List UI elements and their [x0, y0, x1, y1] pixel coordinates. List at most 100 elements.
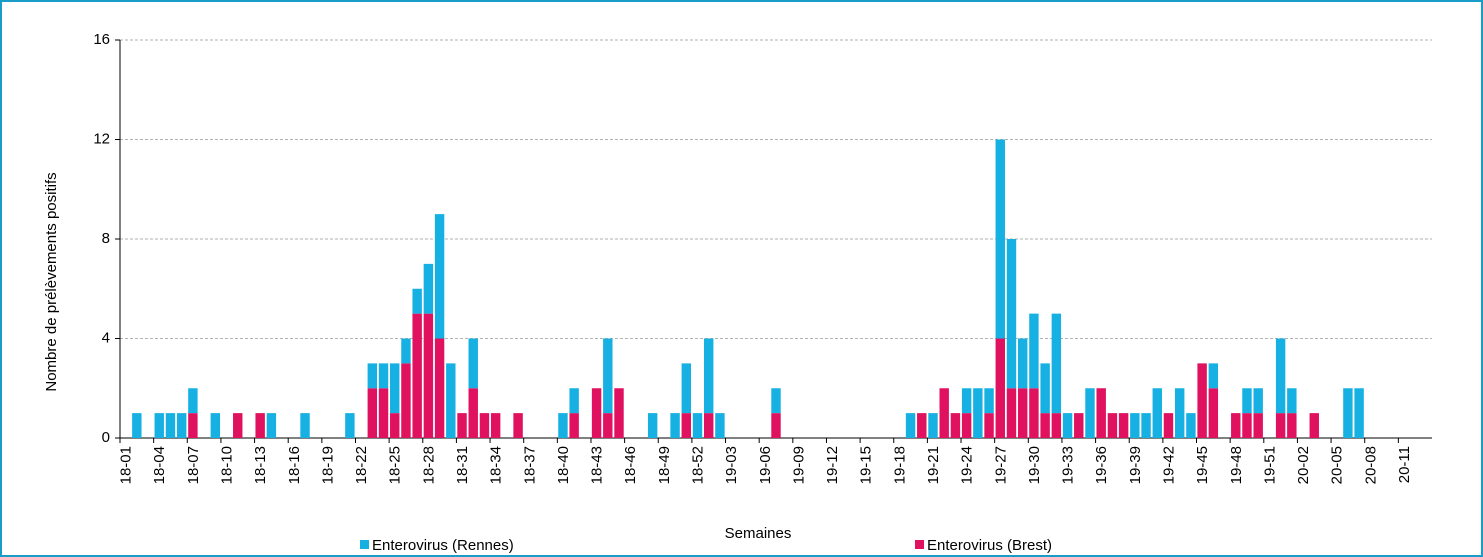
bar-segment [1040, 413, 1050, 438]
bar-segment [165, 413, 176, 438]
bar-segment [412, 313, 422, 438]
bar-segment [692, 413, 703, 438]
bar-segment [1051, 413, 1062, 438]
x-tick-label: 18-40 [555, 446, 572, 484]
x-tick-label: 18-28 [420, 446, 437, 484]
y-tick-label: 16 [93, 31, 110, 48]
x-tick-label: 18-34 [488, 446, 505, 484]
bar-segment [558, 413, 568, 438]
x-tick-label: 19-21 [925, 446, 942, 484]
x-tick-label: 19-30 [1026, 446, 1043, 484]
x-tick-label: 19-24 [959, 446, 976, 484]
bar-segment [434, 338, 445, 438]
y-tick-label: 12 [93, 130, 110, 147]
x-tick-label: 18-19 [319, 446, 336, 484]
bar-segment [233, 413, 243, 438]
bar-segment [1006, 239, 1017, 389]
bar-segment [490, 413, 501, 438]
bar-segment [681, 363, 692, 414]
bar-segment [715, 413, 725, 438]
bar-segment [905, 413, 916, 438]
bar-segment [1287, 413, 1297, 438]
bar-segment [468, 388, 478, 438]
y-tick-label: 4 [102, 329, 110, 346]
x-tick-label: 18-10 [219, 446, 236, 484]
bar-segment [513, 413, 523, 438]
bar-segment [704, 338, 714, 414]
bar-segment [681, 413, 692, 438]
x-tick-label: 19-39 [1127, 446, 1144, 484]
bar-segment [1275, 413, 1286, 438]
bar-segment [591, 388, 602, 438]
bar-segment [961, 413, 972, 438]
x-tick-label: 18-01 [118, 446, 135, 484]
bar-segment [176, 413, 187, 438]
bar-segment [1163, 413, 1174, 438]
bar-segment [1275, 338, 1286, 414]
x-axis-label: Semaines [725, 525, 792, 542]
bar-segment [378, 388, 389, 438]
y-tick-label: 8 [102, 230, 110, 247]
x-tick-label: 19-42 [1160, 446, 1177, 484]
bar-segment [412, 288, 422, 314]
x-tick-label: 18-16 [286, 446, 303, 484]
bar-segment [1343, 388, 1353, 438]
bar-segment [928, 413, 938, 438]
bar-segment [995, 139, 1005, 339]
bar-segment [569, 413, 579, 438]
bar-segment [266, 413, 277, 438]
x-tick-label: 18-52 [690, 446, 707, 484]
bar-segment [603, 338, 613, 414]
bar-segment [401, 338, 411, 364]
x-tick-label: 18-31 [454, 446, 471, 484]
x-tick-label: 20-08 [1362, 446, 1379, 484]
bar-segment [188, 413, 198, 438]
bar-segment [1186, 413, 1196, 438]
bar-segment [614, 388, 624, 438]
y-tick-label: 0 [102, 429, 110, 446]
bar-segment [1287, 388, 1297, 414]
x-tick-label: 19-36 [1093, 446, 1110, 484]
x-tick-label: 19-12 [824, 446, 841, 484]
bar-segment [704, 413, 714, 438]
x-tick-label: 20-11 [1396, 446, 1413, 483]
bar-segment [1029, 313, 1039, 389]
bar-segment [132, 413, 142, 438]
bar-segment [1253, 413, 1263, 438]
x-tick-label: 18-46 [622, 446, 639, 484]
bar-segment [1006, 388, 1017, 438]
x-tick-label: 19-06 [757, 446, 774, 484]
bar-segment [647, 413, 658, 438]
bar-segment [961, 388, 972, 414]
bar-segment [300, 413, 310, 438]
bar-segment [1231, 413, 1241, 438]
bar-segment [1029, 388, 1039, 438]
bar-segment [1197, 363, 1207, 438]
bar-segment [984, 388, 994, 414]
bar-segment [670, 413, 680, 438]
bar-segment [1141, 413, 1151, 438]
bar-segment [1017, 338, 1028, 389]
bar-segment [434, 214, 445, 339]
bar-segment [917, 413, 927, 438]
bar-segment [1096, 388, 1106, 438]
x-tick-label: 18-22 [353, 446, 370, 484]
x-tick-label: 19-03 [723, 446, 740, 484]
legend-label: Enterovirus (Rennes) [372, 537, 514, 554]
bar-segment [1309, 413, 1319, 438]
bar-segment [1174, 388, 1185, 438]
bar-segment [1017, 388, 1028, 438]
legend-swatch [360, 540, 369, 549]
bar-segment [423, 263, 434, 314]
x-tick-label: 18-49 [656, 446, 673, 484]
bar-segment [569, 388, 579, 414]
x-tick-label: 19-45 [1194, 446, 1211, 484]
y-axis-label: Nombre de prélèvements positifs [43, 172, 60, 391]
bar-segment [1354, 388, 1364, 438]
bar-segment [390, 363, 400, 414]
bar-segment [771, 388, 781, 414]
x-tick-label: 19-18 [891, 446, 908, 484]
bar-segment [1253, 388, 1263, 414]
